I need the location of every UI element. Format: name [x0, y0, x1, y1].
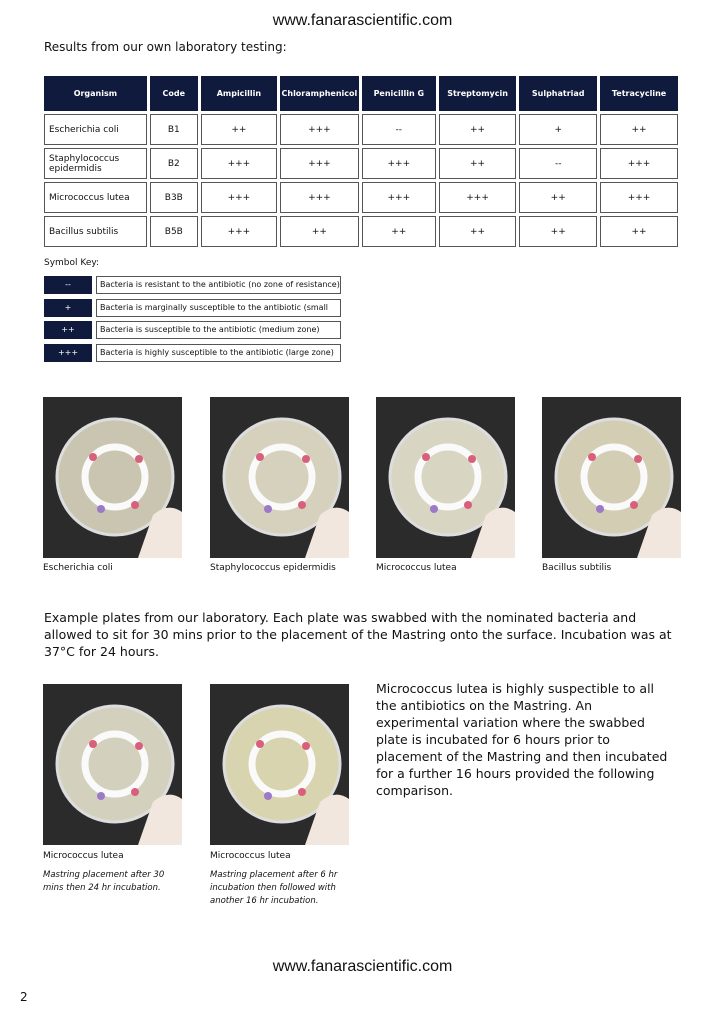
table-cell: +++ — [438, 182, 517, 213]
results-table: Organism Code Ampicillin Chloramphenicol Pen… — [41, 73, 681, 250]
plate-caption: Micrococcus lutea — [376, 563, 457, 573]
plate-caption: Escherichia coli — [43, 563, 113, 573]
table-cell: ++ — [438, 216, 517, 247]
key-symbol: ++ — [44, 321, 92, 339]
plate-image — [388, 417, 515, 558]
table-cell: +++ — [279, 148, 359, 179]
column-header: Chloramphenicol — [279, 76, 359, 111]
plate-image — [55, 417, 182, 558]
table-cell: +++ — [361, 148, 436, 179]
table-cell: +++ — [279, 114, 359, 145]
plate-caption: Micrococcus lutea — [210, 851, 291, 861]
organism-cell: Micrococcus lutea — [44, 182, 147, 213]
table-cell: + — [519, 114, 598, 145]
plate-note: Mastring placement after 30 mins then 24… — [43, 870, 165, 893]
column-header: Streptomycin — [438, 76, 517, 111]
table-cell: -- — [519, 148, 598, 179]
intro: Results from our own laboratory testing: — [44, 40, 287, 54]
comparison-text: Micrococcus lutea is highly suspectible … — [376, 681, 668, 798]
plate-photo — [210, 397, 349, 558]
column-header: Organism — [44, 76, 147, 111]
key-text: Bacteria is resistant to the antibiotic … — [96, 276, 341, 294]
table-cell: B3B — [149, 182, 198, 213]
plate-photo — [43, 684, 182, 845]
column-header: Penicillin G — [361, 76, 436, 111]
table-cell: ++ — [438, 148, 517, 179]
page-number: 2 — [20, 990, 28, 1004]
column-header: Ampicillin — [200, 76, 277, 111]
organism-cell: Bacillus subtilis — [44, 216, 147, 247]
table-cell: ++ — [200, 114, 277, 145]
table-cell: B1 — [149, 114, 198, 145]
plate-photo — [210, 684, 349, 845]
table-cell: B2 — [149, 148, 198, 179]
table-cell: ++ — [519, 182, 598, 213]
plate-image — [222, 417, 349, 558]
table-cell: +++ — [600, 182, 678, 213]
plate-photo — [376, 397, 515, 558]
column-header: Code — [149, 76, 198, 111]
table-cell: ++ — [600, 114, 678, 145]
table-cell: B5B — [149, 216, 198, 247]
organism-cell: Staphylococcus epidermidis — [44, 148, 147, 179]
table-cell: +++ — [279, 182, 359, 213]
key-text: Bacteria is marginally susceptible to th… — [96, 299, 341, 317]
table-cell: +++ — [200, 216, 277, 247]
footer-url: www.fanarascientific.com — [272, 958, 453, 975]
table-row: Escherichia coli B1 ++ +++ -- ++ + ++ — [44, 114, 678, 145]
table-cell: ++ — [438, 114, 517, 145]
plate-note: Mastring placement after 6 hr incubation… — [210, 870, 338, 906]
key-title: Symbol Key: — [44, 258, 100, 268]
plate-caption: Bacillus subtilis — [542, 563, 612, 573]
plate-photo — [542, 397, 681, 558]
key-symbol: + — [44, 299, 92, 317]
plate-image — [222, 704, 349, 845]
header-url: www.fanarascientific.com — [272, 12, 453, 29]
table-cell: ++ — [361, 216, 436, 247]
plate-image — [554, 417, 681, 558]
table-cell: ++ — [600, 216, 678, 247]
key-text: Bacteria is susceptible to the antibioti… — [96, 321, 341, 339]
plate-caption: Micrococcus lutea — [43, 851, 124, 861]
table-cell: ++ — [519, 216, 598, 247]
column-header: Sulphatriad — [519, 76, 598, 111]
table-row: Micrococcus lutea B3B +++ +++ +++ +++ ++ +++ — [44, 182, 678, 213]
table-cell: +++ — [600, 148, 678, 179]
key-text: Bacteria is highly susceptible to the an… — [96, 344, 341, 362]
table-row: Bacillus subtilis B5B +++ ++ ++ ++ ++ ++ — [44, 216, 678, 247]
table-cell: +++ — [200, 148, 277, 179]
plates-note: Example plates from our laboratory. Each… — [44, 610, 672, 659]
plate-caption: Staphylococcus epidermidis — [210, 563, 336, 573]
table-cell: +++ — [361, 182, 436, 213]
table-cell: -- — [361, 114, 436, 145]
table-cell: +++ — [200, 182, 277, 213]
table-cell: ++ — [279, 216, 359, 247]
column-header: Tetracycline — [600, 76, 678, 111]
plate-photo — [43, 397, 182, 558]
plate-image — [55, 704, 182, 845]
key-symbol: -- — [44, 276, 92, 294]
key-symbol: +++ — [44, 344, 92, 362]
table-row: Staphylococcus epidermidis B2 +++ +++ +++ ++ -… — [44, 148, 678, 179]
organism-cell: Escherichia coli — [44, 114, 147, 145]
